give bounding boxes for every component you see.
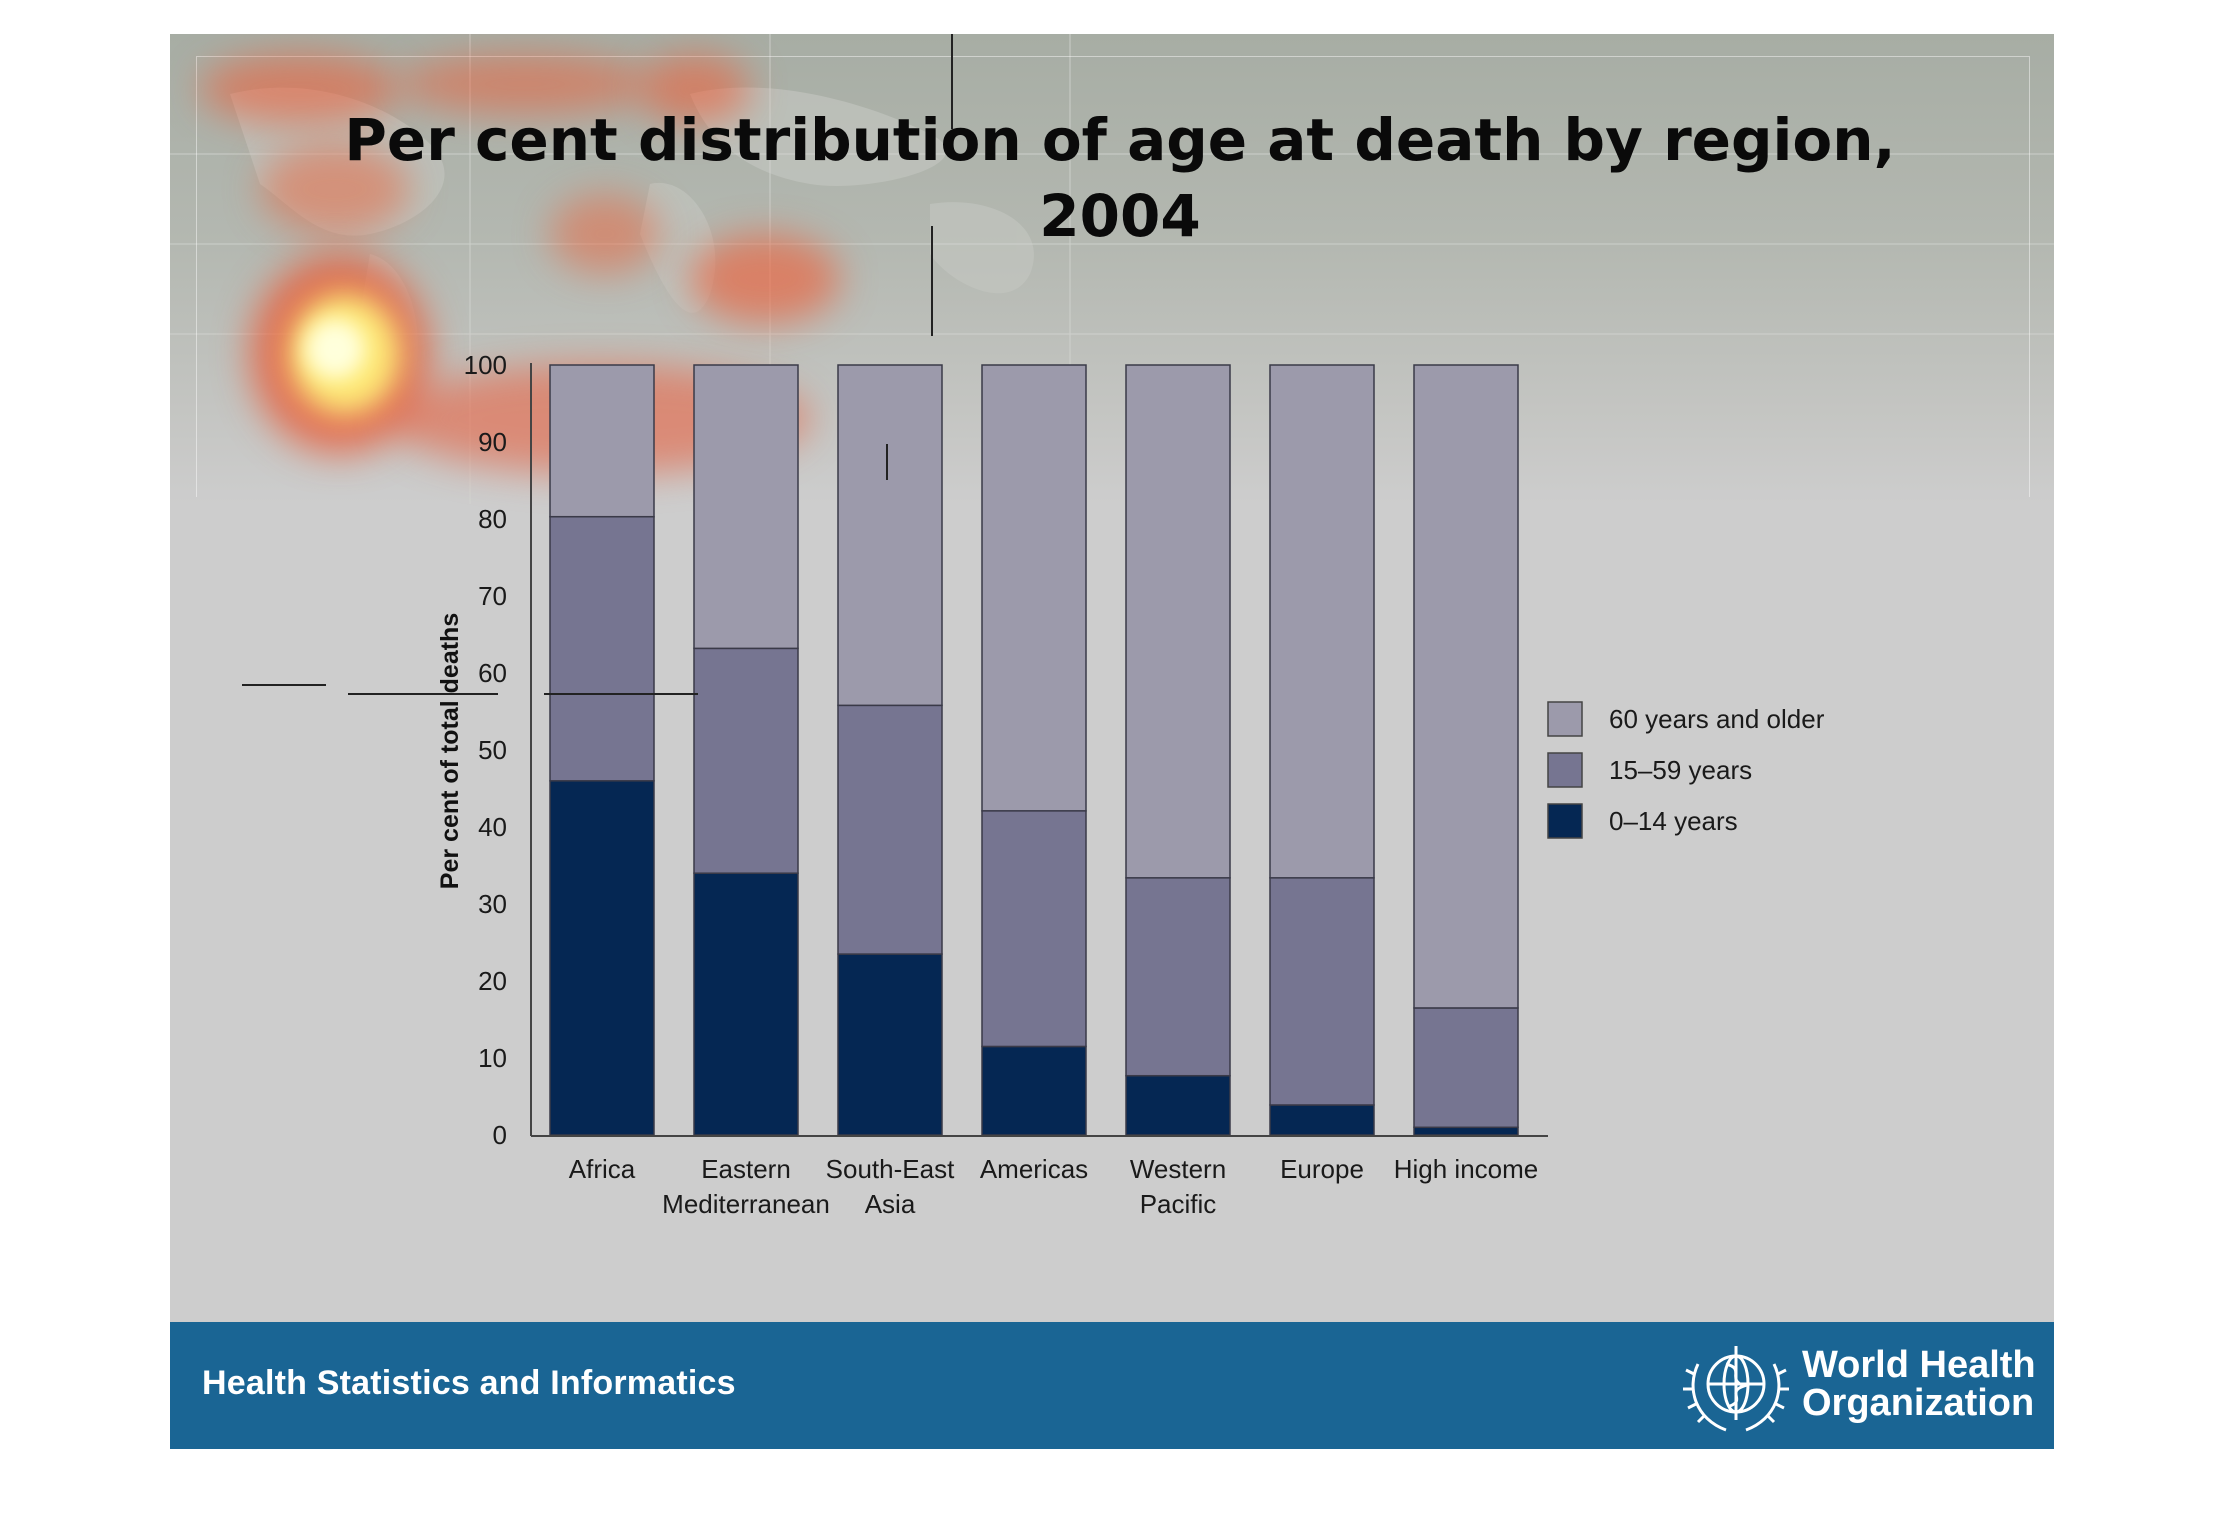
annotation-line <box>886 444 888 480</box>
who-wordmark: World Health Organization <box>1802 1346 2036 1422</box>
footer-text: Health Statistics and Informatics <box>202 1364 736 1402</box>
annotation-line <box>242 684 326 686</box>
y-tick-label: 20 <box>478 966 507 996</box>
bar-segment-age-15-59 <box>693 647 799 874</box>
x-tick-label: High income <box>1394 1154 1539 1184</box>
annotation-line <box>348 693 498 695</box>
x-tick-label: Western Pacific <box>1130 1154 1226 1219</box>
y-tick-label: 70 <box>478 581 507 611</box>
y-tick-label: 40 <box>478 812 507 842</box>
legend-swatch <box>1547 803 1583 839</box>
slide: Per cent distribution of age at death by… <box>170 34 2054 1449</box>
y-tick-label: 50 <box>478 735 507 765</box>
heatmap-blob <box>260 144 410 234</box>
annotation-line <box>951 34 953 129</box>
stacked-bar-chart: 0 10 20 30 40 50 60 70 80 90 100 Africa Eastern Medi… <box>436 350 1825 1219</box>
heatmap-blob <box>640 54 750 124</box>
legend: 60 years and older 15–59 years 0–14 years <box>1547 701 1825 839</box>
bar-segment-age-60-plus <box>1125 364 1231 879</box>
org-name-line-2: Organization <box>1802 1382 2035 1424</box>
annotation-line <box>931 226 933 336</box>
banner-frame <box>196 56 2030 497</box>
bar-segment-age-0-14 <box>1413 1126 1519 1136</box>
y-tick-label: 10 <box>478 1043 507 1073</box>
annotation-line <box>544 693 698 695</box>
legend-label: 60 years and older <box>1609 704 1825 734</box>
legend-swatch <box>1547 701 1583 737</box>
bar-segment-age-60-plus <box>837 364 943 707</box>
bar-segment-age-15-59 <box>837 704 943 955</box>
heatmap-blob <box>200 54 400 124</box>
chart-title: Per cent distribution of age at death by… <box>320 102 1920 254</box>
bar-segment-age-15-59 <box>1269 877 1375 1106</box>
who-emblem-icon <box>1683 1346 1789 1432</box>
legend-label: 15–59 years <box>1609 755 1752 785</box>
org-name-line-1: World Health <box>1802 1344 2036 1386</box>
x-tick-label: South-East Asia <box>826 1154 955 1219</box>
heatmap-hotspot <box>305 319 365 379</box>
y-tick-label: 80 <box>478 504 507 534</box>
y-tick-label: 100 <box>464 350 507 380</box>
y-tick-label: 60 <box>478 658 507 688</box>
heatmap-blob <box>690 234 840 324</box>
bar-segment-age-0-14 <box>1269 1104 1375 1136</box>
bar-segment-age-15-59 <box>981 810 1087 1048</box>
x-tick-label: Europe <box>1280 1154 1364 1184</box>
bar-segment-age-0-14 <box>981 1045 1087 1136</box>
x-tick-label: Eastern Mediterranean <box>662 1154 830 1219</box>
legend-label: 0–14 years <box>1609 806 1738 836</box>
bar-segment-age-60-plus <box>549 364 655 518</box>
y-tick-label: 90 <box>478 427 507 457</box>
bar-segment-age-0-14 <box>1125 1074 1231 1136</box>
y-tick-label: 0 <box>493 1120 507 1150</box>
heatmap-blob <box>400 54 650 114</box>
bar-segment-age-60-plus <box>981 364 1087 812</box>
bar-segment-age-15-59 <box>549 515 655 782</box>
title-line-2: 2004 <box>1039 182 1201 250</box>
bar-segment-age-15-59 <box>1125 877 1231 1077</box>
footer-bar: Health Statistics and Informatics World … <box>170 1322 2054 1449</box>
heatmap-blob <box>550 194 660 274</box>
bar-segment-age-0-14 <box>693 872 799 1136</box>
x-tick-label: Americas <box>980 1154 1088 1184</box>
y-tick-label: 30 <box>478 889 507 919</box>
bar-segment-age-60-plus <box>1269 364 1375 879</box>
bar-segment-age-0-14 <box>549 780 655 1136</box>
legend-swatch <box>1547 752 1583 788</box>
bars-group <box>549 364 1519 1136</box>
x-tick-label: Africa <box>569 1154 636 1184</box>
title-line-1: Per cent distribution of age at death by… <box>344 106 1896 174</box>
bar-segment-age-0-14 <box>837 953 943 1136</box>
bar-segment-age-60-plus <box>693 364 799 650</box>
y-axis-title: Per cent of total deaths <box>436 613 464 889</box>
bar-segment-age-60-plus <box>1413 364 1519 1009</box>
y-axis: 0 10 20 30 40 50 60 70 80 90 100 <box>464 350 1548 1150</box>
bar-segment-age-15-59 <box>1413 1007 1519 1129</box>
